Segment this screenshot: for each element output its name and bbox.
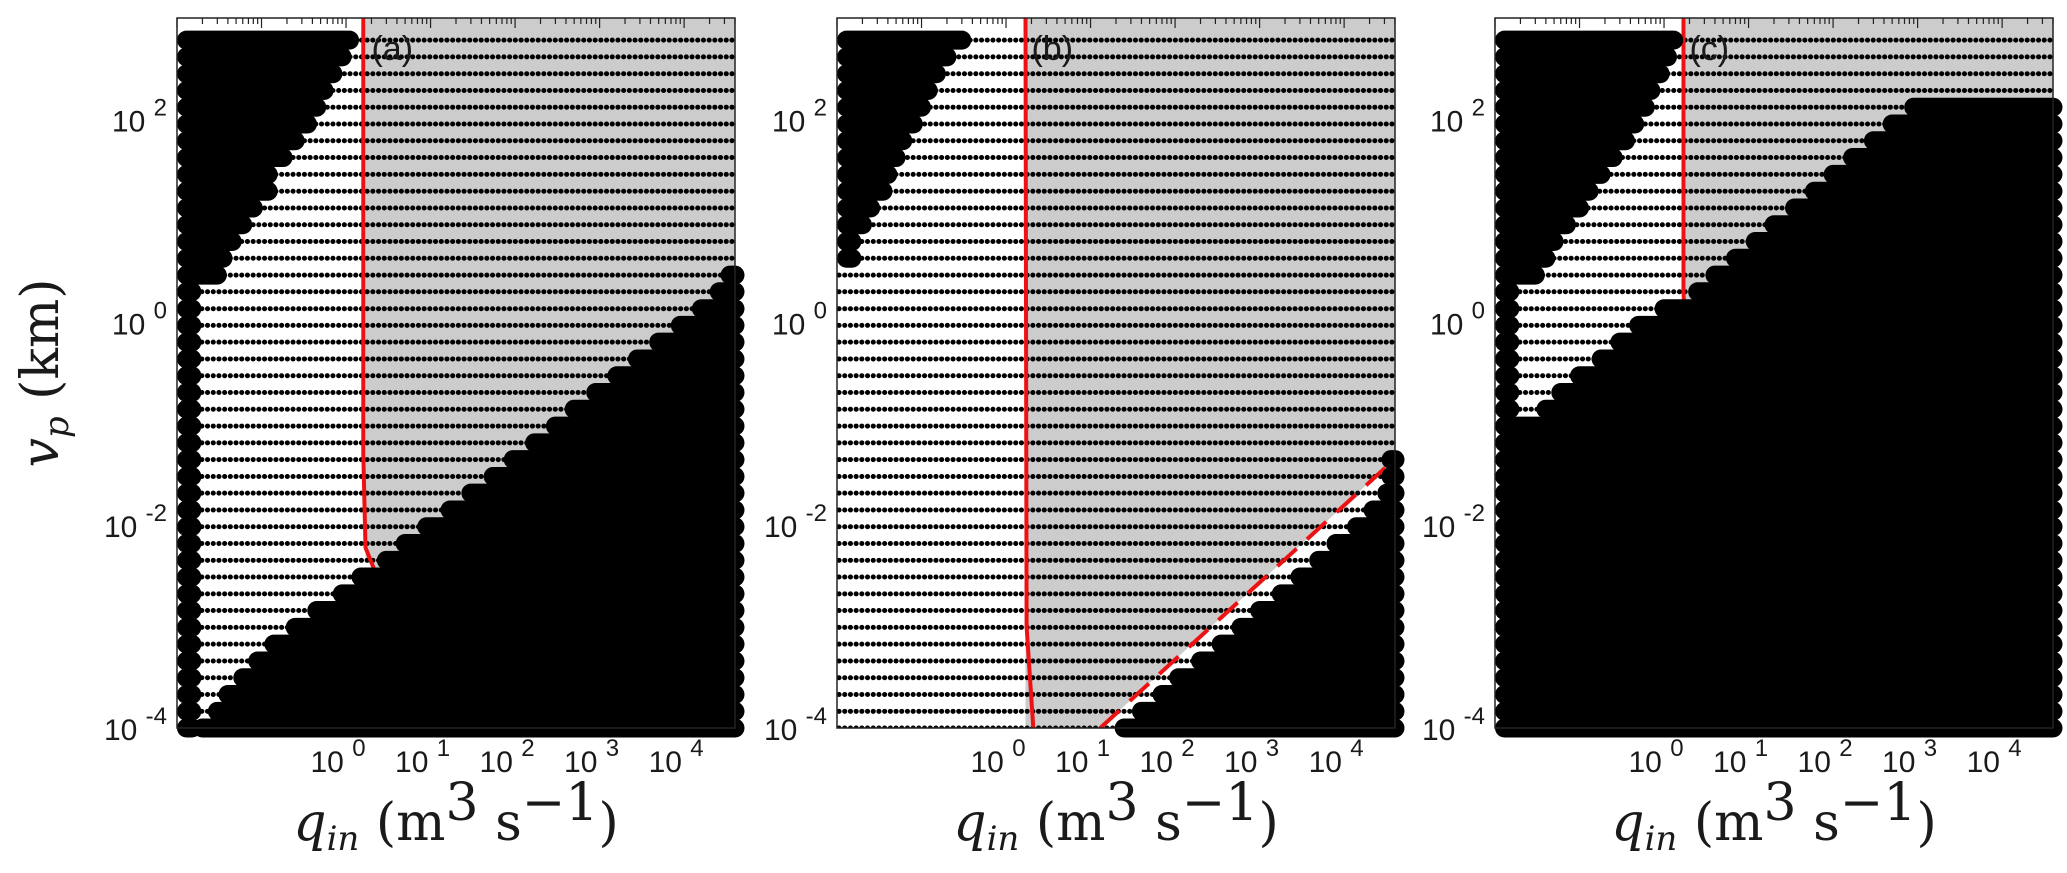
- x-tick-label-c-0: 10 0: [1628, 735, 1683, 779]
- y-tick-label-c-3: 10 2: [1430, 94, 1485, 138]
- y-tick-label-a-2: 10 0: [112, 297, 167, 341]
- x-tick-label-a-0: 10 0: [310, 735, 365, 779]
- x-tick-label-b-0: 10 0: [970, 735, 1025, 779]
- svg-text:qin (m3 s−1): qin (m3 s−1): [293, 773, 618, 859]
- shaded-region-b: [1025, 18, 1395, 728]
- x-axis-label-c: qin (m3 s−1): [1611, 773, 1936, 859]
- x-tick-label-a-1: 10 1: [395, 735, 450, 779]
- svg-text:qin (m3 s−1): qin (m3 s−1): [953, 773, 1278, 859]
- x-tick-label-c-2: 10 2: [1798, 735, 1853, 779]
- x-tick-label-b-2: 10 2: [1140, 735, 1195, 779]
- svg-text:vp (km): vp (km): [11, 278, 77, 467]
- panel-label-c: (c): [1689, 30, 1729, 68]
- panel-a: 10 0 10 1 10 2 10 3 10 4 10 -4 10 -2 10 0 10 2 (a…: [104, 17, 745, 779]
- x-tick-label-b-3: 10 3: [1224, 735, 1279, 779]
- panel-c: 10 0 10 1 10 2 10 3 10 4 10 -4 10 -2 10 0 10 2 (c…: [1422, 17, 2063, 779]
- y-tick-label-c-1: 10 -2: [1422, 500, 1485, 544]
- x-tick-label-a-2: 10 2: [480, 735, 535, 779]
- y-tick-label-b-1: 10 -2: [764, 500, 827, 544]
- panel-b: 10 0 10 1 10 2 10 3 10 4 10 -4 10 -2 10 0 10 2 (b…: [764, 17, 1405, 779]
- y-tick-label-b-3: 10 2: [772, 94, 827, 138]
- x-tick-label-b-4: 10 4: [1309, 735, 1364, 779]
- y-tick-label-a-1: 10 -2: [104, 500, 167, 544]
- y-tick-label-b-2: 10 0: [772, 297, 827, 341]
- panel-label-a: (a): [371, 30, 413, 68]
- y-tick-label-a-3: 10 2: [112, 94, 167, 138]
- x-tick-label-a-4: 10 4: [649, 735, 704, 779]
- x-axis-label-b: qin (m3 s−1): [953, 773, 1278, 859]
- y-axis-label: vp (km): [11, 278, 77, 467]
- dashed-curve-b: [1098, 457, 1395, 728]
- x-tick-label-c-1: 10 1: [1713, 735, 1768, 779]
- y-tick-label-a-0: 10 -4: [104, 703, 167, 747]
- x-tick-label-c-3: 10 3: [1882, 735, 1937, 779]
- y-tick-label-b-0: 10 -4: [764, 703, 827, 747]
- panel-label-b: (b): [1031, 30, 1073, 68]
- svg-text:qin (m3 s−1): qin (m3 s−1): [1611, 773, 1936, 859]
- x-tick-label-c-4: 10 4: [1967, 735, 2022, 779]
- x-tick-label-a-3: 10 3: [564, 735, 619, 779]
- y-tick-label-c-2: 10 0: [1430, 297, 1485, 341]
- y-tick-label-c-0: 10 -4: [1422, 703, 1485, 747]
- x-tick-label-b-1: 10 1: [1055, 735, 1110, 779]
- solid-curve-b: [1023, 18, 1036, 728]
- x-axis-label-a: qin (m3 s−1): [293, 773, 618, 859]
